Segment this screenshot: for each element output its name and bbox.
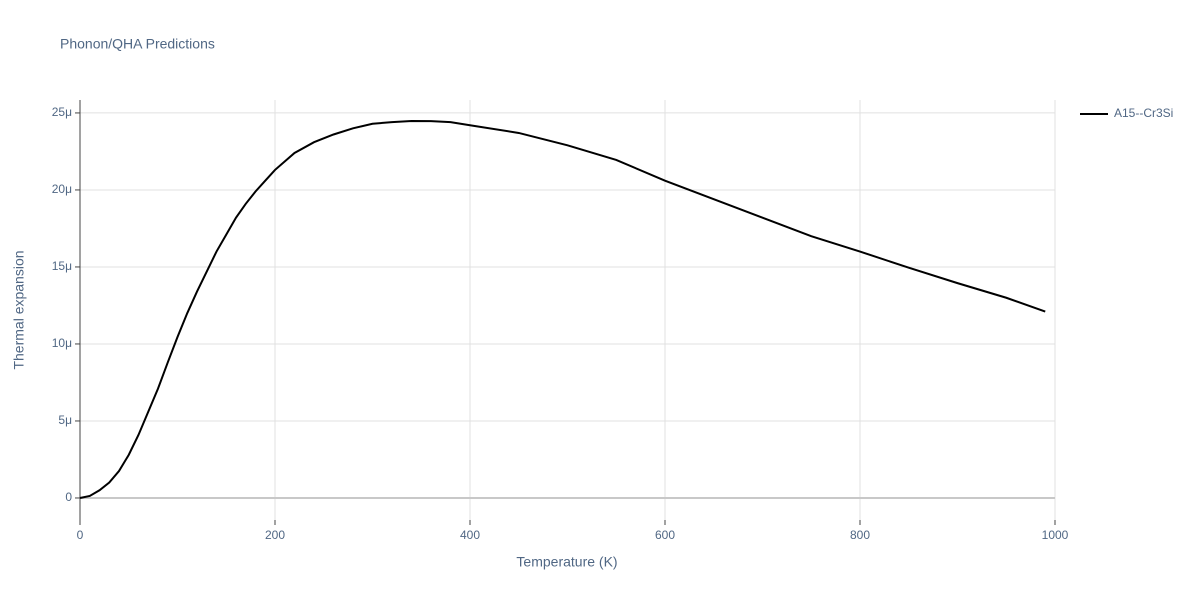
y-tick-label: 20μ: [52, 182, 72, 196]
y-axis-label: Thermal expansion: [11, 250, 27, 369]
y-tick-label: 5μ: [58, 413, 72, 427]
x-tick-label: 800: [850, 528, 870, 542]
x-tick-label: 400: [460, 528, 480, 542]
y-tick-label: 10μ: [52, 336, 72, 350]
y-tick-label: 0: [65, 490, 72, 504]
x-tick-label: 1000: [1042, 528, 1069, 542]
x-tick-label: 200: [265, 528, 285, 542]
x-axis-label: Temperature (K): [516, 554, 617, 570]
chart-title: Phonon/QHA Predictions: [60, 36, 215, 52]
y-tick-label: 15μ: [52, 259, 72, 273]
x-tick-label: 0: [77, 528, 84, 542]
x-tick-label: 600: [655, 528, 675, 542]
legend-label: A15--Cr3Si: [1114, 106, 1173, 120]
line-series: [79, 119, 1046, 499]
y-tick-label: 25μ: [52, 105, 72, 119]
